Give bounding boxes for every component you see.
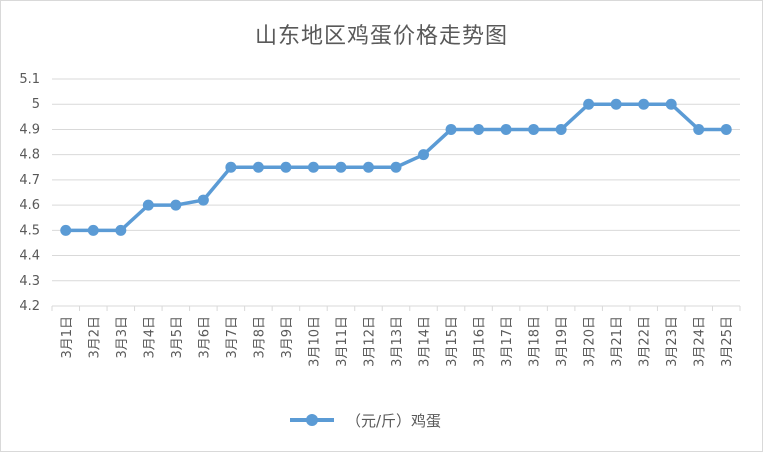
x-tick-label: 3月19日: [555, 316, 570, 367]
y-tick-label: 5: [32, 97, 40, 112]
x-tick-label: 3月7日: [225, 316, 240, 359]
x-tick-label: 3月1日: [60, 316, 75, 359]
y-tick-label: 4.9: [19, 122, 40, 137]
y-tick-label: 4.6: [19, 198, 40, 213]
y-tick-label: 4.7: [19, 173, 40, 188]
y-tick-label: 4.3: [19, 274, 40, 289]
data-point: [665, 98, 677, 110]
x-tick-label: 3月4日: [142, 316, 157, 359]
y-tick-label: 4.4: [19, 249, 40, 264]
data-point: [307, 161, 319, 173]
data-point: [693, 123, 705, 135]
x-tick-label: 3月17日: [500, 316, 515, 367]
data-point: [610, 98, 622, 110]
x-tick-label: 3月15日: [445, 316, 460, 367]
data-point: [555, 123, 567, 135]
data-point: [638, 98, 650, 110]
x-tick-label: 3月6日: [197, 316, 212, 359]
legend-label: （元/斤）鸡蛋: [346, 411, 442, 430]
x-tick-label: 3月10日: [307, 316, 322, 367]
x-tick-label: 3月2日: [87, 316, 102, 359]
legend-line-marker: [290, 414, 334, 426]
y-tick-label: 4.8: [19, 148, 40, 163]
data-point: [583, 98, 595, 110]
data-point: [335, 161, 347, 173]
x-tick-label: 3月16日: [473, 316, 488, 367]
data-point: [252, 161, 264, 173]
data-point: [418, 149, 430, 161]
data-point: [362, 161, 374, 173]
data-point: [528, 123, 540, 135]
data-point: [87, 224, 99, 236]
x-tick-label: 3月13日: [390, 316, 405, 367]
legend: （元/斤）鸡蛋: [290, 408, 441, 432]
data-point: [500, 123, 512, 135]
x-tick-label: 3月20日: [583, 316, 598, 367]
x-tick-label: 3月5日: [170, 316, 185, 359]
data-point: [225, 161, 237, 173]
x-tick-label: 3月21日: [610, 316, 625, 367]
x-tick-label: 3月18日: [528, 316, 543, 367]
data-point: [720, 123, 732, 135]
x-tick-label: 3月23日: [665, 316, 680, 367]
data-point: [280, 161, 292, 173]
legend-dot-marker: [306, 414, 318, 426]
x-tick-label: 3月22日: [638, 316, 653, 367]
y-tick-label: 4.2: [19, 299, 40, 314]
data-point: [60, 224, 72, 236]
data-point: [445, 123, 457, 135]
data-point: [170, 199, 182, 211]
x-tick-label: 3月24日: [693, 316, 708, 367]
x-tick-label: 3月11日: [335, 316, 350, 367]
data-point: [142, 199, 154, 211]
x-tick-label: 3月8日: [252, 316, 267, 359]
data-point: [390, 161, 402, 173]
data-point: [197, 194, 209, 206]
x-tick-label: 3月25日: [720, 316, 735, 367]
y-tick-label: 4.5: [19, 223, 40, 238]
x-tick-label: 3月12日: [362, 316, 377, 367]
data-point: [115, 224, 127, 236]
chart-title: 山东地区鸡蛋价格走势图: [254, 24, 508, 49]
data-point: [473, 123, 485, 135]
y-tick-label: 5.1: [19, 72, 40, 87]
x-tick-label: 3月3日: [115, 316, 130, 359]
x-tick-label: 3月9日: [280, 316, 295, 359]
x-tick-label: 3月14日: [418, 316, 433, 367]
